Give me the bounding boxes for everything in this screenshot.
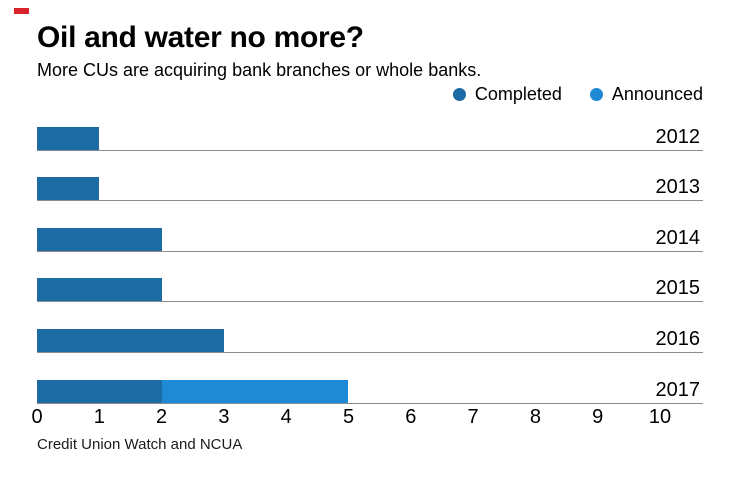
legend-item-completed: Completed xyxy=(452,84,562,105)
chart-row: 2012 xyxy=(37,100,703,151)
bar-completed xyxy=(37,126,100,150)
chart-row: 2015 xyxy=(37,252,703,303)
year-label: 2017 xyxy=(655,378,701,401)
brand-mark xyxy=(14,8,29,14)
legend-item-announced: Announced xyxy=(589,84,703,105)
year-label: 2013 xyxy=(655,176,701,199)
bar-completed xyxy=(37,177,100,201)
x-tick-label: 4 xyxy=(280,406,292,428)
chart-row: 2014 xyxy=(37,201,703,252)
x-tick-label: 0 xyxy=(31,406,43,428)
legend: Completed Announced xyxy=(452,84,703,105)
year-label: 2014 xyxy=(655,226,701,249)
x-tick-label: 3 xyxy=(218,406,230,428)
bar-group-2015 xyxy=(37,278,660,302)
row-baseline xyxy=(37,351,703,353)
year-label: 2016 xyxy=(655,327,701,350)
bar-group-2016 xyxy=(37,328,660,352)
x-tick-label: 2 xyxy=(156,406,168,428)
row-baseline xyxy=(37,250,703,252)
x-tick-label: 6 xyxy=(405,406,417,428)
chart-row: 2017 xyxy=(37,353,703,404)
bar-completed xyxy=(37,379,162,403)
bar-completed xyxy=(37,278,162,302)
bar-announced xyxy=(161,379,349,403)
row-baseline xyxy=(37,301,703,303)
row-baseline xyxy=(37,149,703,151)
year-label: 2012 xyxy=(655,125,701,148)
bar-group-2014 xyxy=(37,227,660,251)
chart-title: Oil and water no more? xyxy=(37,21,364,54)
x-tick-label: 9 xyxy=(592,406,604,428)
chart-row: 2016 xyxy=(37,302,703,353)
completed-dot-icon xyxy=(452,88,466,101)
chart-row: 2013 xyxy=(37,151,703,202)
bar-group-2013 xyxy=(37,177,660,201)
bar-group-2017 xyxy=(37,379,660,403)
x-tick-label: 1 xyxy=(93,406,105,428)
legend-label-completed: Completed xyxy=(474,84,562,104)
announced-dot-icon xyxy=(589,88,603,101)
chart-subtitle: More CUs are acquiring bank branches or … xyxy=(37,60,482,80)
x-tick-label: 8 xyxy=(529,406,541,428)
x-tick-label: 5 xyxy=(342,406,355,428)
x-axis: 0 1 2 3 4 5 6 7 8 9 10 xyxy=(31,406,671,430)
row-baseline xyxy=(37,402,703,404)
bar-completed xyxy=(37,227,162,251)
x-tick-label: 10 xyxy=(648,406,672,428)
source-credit: Credit Union Watch and NCUA xyxy=(37,436,243,453)
bar-completed xyxy=(37,328,224,352)
bar-chart: 2012 2013 2014 2015 xyxy=(37,100,703,404)
year-label: 2015 xyxy=(655,277,701,300)
bar-group-2012 xyxy=(37,126,660,150)
legend-label-announced: Announced xyxy=(611,84,703,104)
x-tick-label: 7 xyxy=(467,406,479,428)
row-baseline xyxy=(37,200,703,202)
